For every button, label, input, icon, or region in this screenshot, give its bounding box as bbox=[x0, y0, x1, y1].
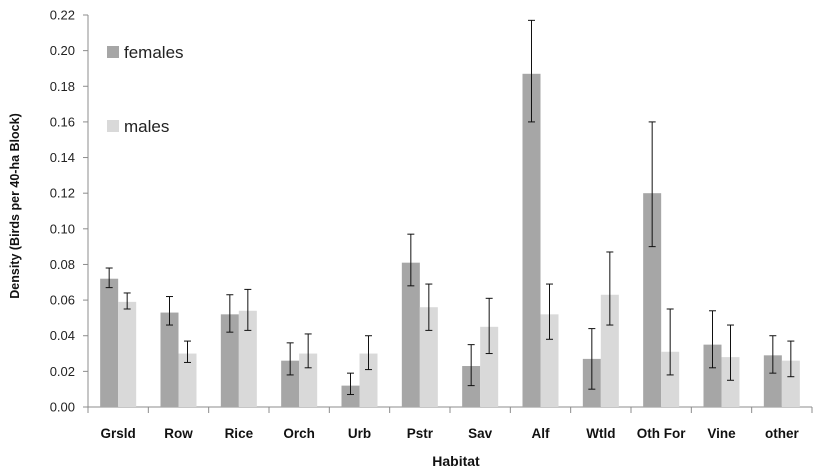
bar-males-vine bbox=[721, 357, 740, 407]
legend-label-males: males bbox=[124, 117, 169, 136]
x-axis-title: Habitat bbox=[432, 453, 480, 469]
y-tick-label: 0.10 bbox=[50, 221, 75, 236]
x-tick-label: Grsld bbox=[101, 426, 136, 441]
bar-males-alf bbox=[540, 314, 559, 407]
x-tick-label: Sav bbox=[468, 426, 493, 441]
x-tick-label: Vine bbox=[707, 426, 736, 441]
y-tick-label: 0.02 bbox=[50, 364, 75, 379]
bar-females-row bbox=[160, 312, 179, 407]
bar-females-pstr bbox=[401, 262, 420, 407]
y-tick-label: 0.00 bbox=[50, 400, 75, 415]
bar-males-other bbox=[781, 360, 800, 407]
bar-males-oth-for bbox=[661, 351, 680, 407]
bar-females-rice bbox=[220, 314, 239, 407]
y-tick-label: 0.06 bbox=[50, 293, 75, 308]
x-tick-label: Rice bbox=[225, 426, 254, 441]
y-tick-label: 0.22 bbox=[50, 8, 75, 23]
x-tick-label: Oth For bbox=[637, 426, 686, 441]
bar-males-row bbox=[178, 353, 197, 407]
y-tick-label: 0.04 bbox=[50, 328, 75, 343]
legend-swatch-females bbox=[107, 46, 119, 58]
bar-males-urb bbox=[359, 353, 378, 407]
y-tick-label: 0.14 bbox=[50, 150, 75, 165]
bar-males-sav bbox=[480, 326, 499, 407]
x-tick-label: Alf bbox=[532, 426, 551, 441]
y-tick-label: 0.12 bbox=[50, 186, 75, 201]
bar-females-oth-for bbox=[643, 193, 662, 407]
x-tick-label: Wtld bbox=[586, 426, 615, 441]
x-tick-label: other bbox=[765, 426, 799, 441]
legend-swatch-males bbox=[107, 120, 119, 132]
legend-label-females: females bbox=[124, 43, 184, 62]
x-tick-label: Orch bbox=[283, 426, 315, 441]
y-tick-label: 0.20 bbox=[50, 43, 75, 58]
y-axis-title: Density (Birds per 40-ha Block) bbox=[8, 113, 22, 298]
x-tick-label: Urb bbox=[348, 426, 371, 441]
y-tick-label: 0.08 bbox=[50, 257, 75, 272]
x-tick-label: Pstr bbox=[407, 426, 434, 441]
y-tick-label: 0.16 bbox=[50, 114, 75, 129]
bar-males-pstr bbox=[419, 307, 438, 407]
bar-males-grsld bbox=[118, 301, 137, 407]
bar-females-alf bbox=[522, 73, 541, 408]
bar-females-vine bbox=[703, 344, 722, 407]
bar-females-urb bbox=[341, 385, 360, 407]
bar-males-rice bbox=[238, 310, 257, 407]
bar-males-orch bbox=[299, 353, 318, 407]
bar-males-wtld bbox=[600, 294, 619, 407]
bar-females-orch bbox=[281, 360, 300, 407]
bar-females-sav bbox=[462, 366, 481, 407]
x-tick-label: Row bbox=[164, 426, 193, 441]
y-tick-label: 0.18 bbox=[50, 79, 75, 94]
bar-females-grsld bbox=[100, 278, 119, 407]
bar-females-other bbox=[763, 355, 782, 407]
